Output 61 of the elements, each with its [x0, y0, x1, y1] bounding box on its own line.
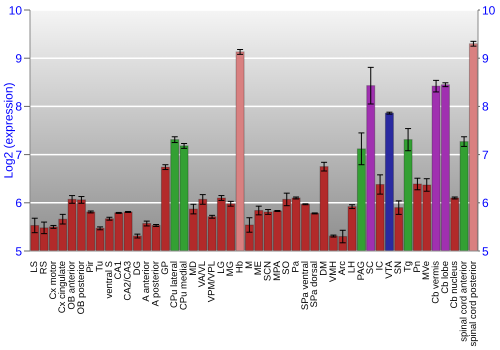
- x-tick-label: SN: [393, 260, 404, 274]
- x-tick-label: VPM/VPL: [206, 261, 218, 302]
- x-tick-label: ME: [253, 261, 264, 276]
- x-tick-label: GP: [160, 261, 171, 275]
- x-tick-label: SPa ventral: [300, 261, 311, 310]
- x-tick-label: MD: [188, 260, 199, 276]
- x-tick-label: Cb nucleus: [449, 260, 460, 309]
- x-tick-label: SC: [365, 260, 376, 274]
- x-tick-label: PAG: [356, 261, 367, 280]
- x-tick-label: M: [244, 260, 255, 269]
- x-tick-label: DM: [318, 260, 330, 276]
- x-tick-label: LG: [216, 261, 227, 274]
- x-tick-label: IC: [374, 260, 386, 270]
- x-tick-label: MPA: [272, 260, 283, 281]
- x-tick-label: CPu lateral: [169, 261, 180, 308]
- x-tick-label: RS: [38, 261, 50, 274]
- x-tick-label: Hb: [234, 261, 246, 274]
- y-tick-label: 9: [15, 51, 22, 66]
- x-tick-label: VMH: [328, 260, 339, 282]
- x-tick-label: DG: [132, 261, 143, 276]
- y2-tick-label: 8: [482, 100, 489, 114]
- x-tick-label: LS: [29, 261, 40, 273]
- y-tick-label: 5: [15, 244, 22, 258]
- x-tick-label: ventral S: [104, 261, 115, 298]
- x-tick-label: Cb lobe: [440, 261, 451, 294]
- y-tick-label: 6: [15, 196, 22, 210]
- x-tick-label: SPa dorsal: [309, 261, 320, 308]
- y2-tick-label: 9: [482, 51, 489, 66]
- x-tick-label: Pn: [412, 261, 423, 273]
- x-tick-label: MVe: [421, 261, 432, 280]
- x-tick-label: OB posterior: [76, 261, 87, 314]
- x-tick-label: Pir: [85, 261, 96, 273]
- y-axis-title: Log2 (expression): [1, 82, 16, 179]
- x-tick-label: SCN: [262, 260, 274, 282]
- x-tick-label: spinal cord posterior: [468, 261, 479, 347]
- x-tick-label: Cb vermis: [430, 260, 442, 304]
- x-tick-label: Pa: [290, 260, 302, 273]
- y2-tick-label: 6: [482, 196, 489, 210]
- x-tick-label: VA/VL: [197, 261, 208, 288]
- x-tick-label: SO: [281, 261, 292, 275]
- x-tick-label: spinal cord anterior: [458, 261, 470, 342]
- y2-tick-label: 10: [482, 3, 496, 18]
- x-tick-label: Cx motor: [48, 261, 59, 300]
- y-tick-label: 8: [15, 100, 22, 114]
- x-tick-label: MG: [225, 261, 236, 276]
- x-tick-label: A posterior: [150, 261, 162, 306]
- y2-tick-label: 5: [482, 244, 489, 258]
- x-tick-label: LH: [346, 260, 358, 274]
- x-tick-label: CA1: [113, 261, 124, 280]
- x-tick-label: Cx cingulate: [57, 261, 68, 314]
- x-tick-label: VTA: [384, 260, 395, 279]
- x-tick-label: OB anterior: [66, 261, 78, 310]
- x-tick-label: Tg: [402, 261, 414, 272]
- x-tick-label: Tu: [94, 261, 106, 272]
- x-tick-label: A anterior: [141, 261, 152, 302]
- y-tick-label: 10: [8, 3, 22, 18]
- x-tick-label: Arc: [337, 260, 348, 276]
- x-tick-label: CA2/CA3: [122, 261, 134, 301]
- y2-tick-label: 7: [482, 148, 489, 162]
- x-tick-label: CPu medial: [178, 261, 190, 310]
- y-tick-label: 7: [15, 148, 22, 162]
